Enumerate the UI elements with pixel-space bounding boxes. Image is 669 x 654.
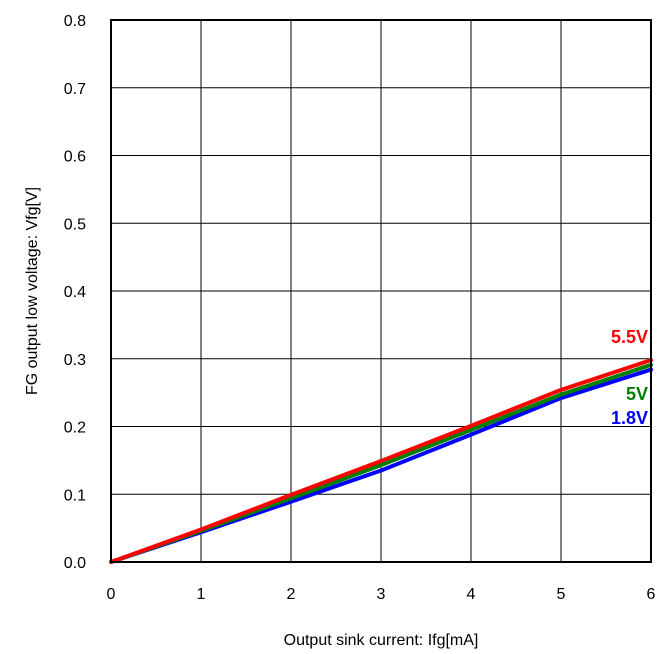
y-tick-labels: 0.0 0.1 0.2 0.3 0.4 0.5 0.6 0.7 0.8 bbox=[64, 13, 86, 572]
plot-border bbox=[110, 19, 652, 563]
x-axis-title: Output sink current: Ifg[mA] bbox=[284, 632, 479, 649]
x-tick-labels: 0 1 2 3 4 5 6 bbox=[107, 586, 656, 603]
x-tick-label: 4 bbox=[467, 586, 476, 603]
x-tick-label: 1 bbox=[197, 586, 206, 603]
series-label-5v: 5V bbox=[626, 384, 648, 404]
y-tick-label: 0.3 bbox=[64, 352, 86, 369]
series-lines bbox=[109, 358, 653, 564]
y-tick-label: 0.0 bbox=[64, 555, 86, 572]
y-tick-label: 0.1 bbox=[64, 487, 86, 504]
series-label-1-8v: 1.8V bbox=[611, 408, 648, 428]
x-tick-label: 3 bbox=[377, 586, 386, 603]
series-labels: 1.8V 5V 5.5V bbox=[611, 327, 648, 428]
y-tick-label: 0.2 bbox=[64, 420, 86, 437]
series-line-5-5v bbox=[109, 358, 653, 564]
x-tick-label: 5 bbox=[557, 586, 566, 603]
y-tick-label: 0.4 bbox=[64, 284, 86, 301]
y-axis-title: FG output low voltage: Vfg[V] bbox=[24, 187, 41, 395]
y-tick-label: 0.5 bbox=[64, 216, 86, 233]
x-tick-label: 6 bbox=[647, 586, 656, 603]
series-label-5-5v: 5.5V bbox=[611, 327, 648, 347]
x-tick-label: 2 bbox=[287, 586, 296, 603]
x-tick-label: 0 bbox=[107, 586, 116, 603]
y-tick-label: 0.8 bbox=[64, 13, 86, 30]
y-tick-label: 0.7 bbox=[64, 81, 86, 98]
y-tick-label: 0.6 bbox=[64, 149, 86, 166]
